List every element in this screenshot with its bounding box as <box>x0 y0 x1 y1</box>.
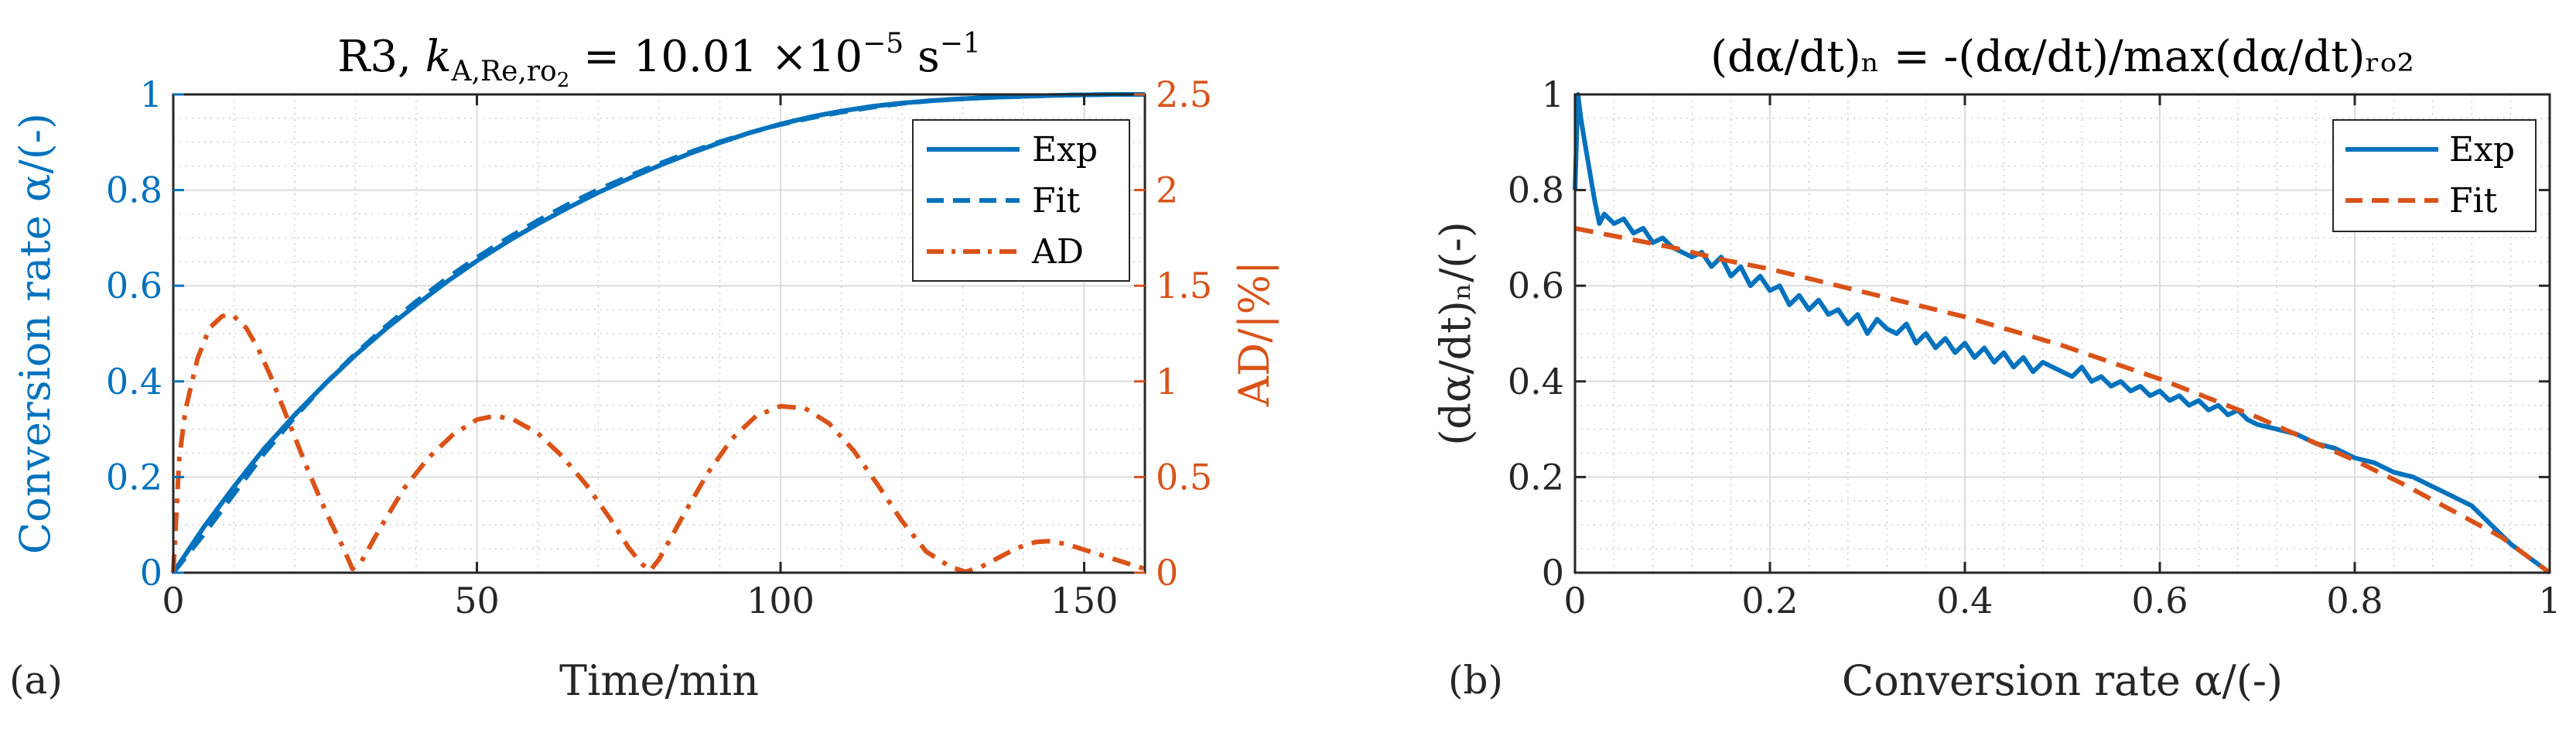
panel-b-title: (dα/dt)ₙ = -(dα/dt)/max(dα/dt)ᵣₒ₂ <box>1710 32 2414 82</box>
panel-a-right-y-tick-label: 1 <box>1156 361 1178 402</box>
panel-a-right-y-tick-label: 2 <box>1156 169 1178 211</box>
panel-b-legend: Exp Fit <box>2332 119 2537 232</box>
legend-label-exp-b: Exp <box>2449 130 2515 169</box>
panel-b-axes-box <box>1573 93 2551 574</box>
panel-a-x-tick-label: 150 <box>1051 580 1119 621</box>
panel-b-x-tick-label: 0.4 <box>1936 580 1993 621</box>
panel-a-right-y-tick-label: 2.5 <box>1156 74 1212 115</box>
panel-b-x-tick-label: 0.6 <box>2131 580 2188 621</box>
panel-b-series-fit <box>1574 226 2551 575</box>
panel-b-y-tick-label: 0 <box>1542 552 1564 594</box>
panel-a: 0 50 100 150 0 0.2 0.4 0.6 0.8 1 0 0.5 1 1.5 2 2.5 R3… <box>9 28 1279 705</box>
panel-a-left-y-tick-label: 0.8 <box>106 169 162 211</box>
panel-b-y-tick-label: 0.8 <box>1508 169 1564 211</box>
panel-b-series <box>1573 92 2551 575</box>
panel-a-left-y-tick-label: 0.4 <box>106 361 162 402</box>
panel-b-x-tick-label: 0.2 <box>1741 580 1798 621</box>
panel-b: 0 0.2 0.4 0.6 0.8 1 0 0.2 0.4 0.6 0.8 1 (dα/dt)ₙ =… <box>1431 32 2561 705</box>
panel-a-left-y-tick-label: 1 <box>140 74 162 115</box>
panel-b-y-axis-label: (dα/dt)ₙ/(-) <box>1431 221 1480 446</box>
panel-a-legend-box <box>912 119 1130 282</box>
panel-a-right-y-ticks: 0 0.5 1 1.5 2 2.5 <box>1134 74 1212 594</box>
panel-a-series <box>171 92 1146 574</box>
panel-a-title: R3, kA,Re,ro2 = 10.01 ×10−5 s−1 <box>337 28 981 92</box>
panel-a-series-fit <box>171 92 1145 574</box>
panel-b-y-tick-label: 0.2 <box>1508 456 1564 498</box>
panel-a-x-tick-label: 50 <box>454 580 500 621</box>
panel-a-left-y-tick-label: 0.6 <box>106 265 162 306</box>
panel-a-left-y-ticks: 0 0.2 0.4 0.6 0.8 1 <box>106 74 184 594</box>
legend-label-exp: Exp <box>1032 130 1098 169</box>
panel-b-x-axis-label: Conversion rate α/(-) <box>1842 656 2283 705</box>
panel-b-x-tick-label: 1 <box>2538 580 2561 621</box>
panel-b-y-ticks: 0 0.2 0.4 0.6 0.8 1 <box>1508 74 2550 594</box>
panel-a-x-tick-label: 0 <box>162 580 184 621</box>
panel-a-right-y-axis-label: AD/|%| <box>1230 261 1279 407</box>
panel-a-right-y-tick-label: 1.5 <box>1156 265 1212 306</box>
panel-b-legend-box <box>2332 119 2537 232</box>
panel-a-axes-box <box>172 93 1146 574</box>
panel-a-series-ad <box>171 312 1146 574</box>
panel-b-x-tick-label: 0 <box>1563 580 1586 621</box>
legend-label-fit: Fit <box>1032 181 1081 221</box>
panel-a-left-y-axis-label: Conversion rate α/(-) <box>11 113 60 554</box>
panel-b-x-ticks: 0 0.2 0.4 0.6 0.8 1 <box>1563 94 2561 621</box>
panel-a-left-y-tick-label: 0 <box>140 552 162 594</box>
panel-b-series-exp <box>1573 92 2551 575</box>
panel-b-y-tick-label: 0.6 <box>1508 265 1564 306</box>
panel-b-y-tick-label: 0.4 <box>1508 361 1564 402</box>
panel-b-label: (b) <box>1448 658 1503 703</box>
legend-label-ad: AD <box>1031 232 1084 272</box>
panel-a-right-y-tick-label: 0.5 <box>1156 456 1212 498</box>
panel-a-left-y-tick-label: 0.2 <box>106 456 162 498</box>
panel-a-x-tick-label: 100 <box>746 580 815 621</box>
panel-b-y-tick-label: 1 <box>1542 74 1564 115</box>
panel-b-x-tick-label: 0.8 <box>2326 580 2383 621</box>
panel-a-right-y-tick-label: 0 <box>1156 552 1178 594</box>
legend-label-fit-b: Fit <box>2449 181 2498 221</box>
panel-a-label: (a) <box>9 658 63 703</box>
panel-a-legend: Exp Fit AD <box>912 119 1130 282</box>
panel-a-x-axis-label: Time/min <box>559 656 759 705</box>
panel-a-x-ticks: 0 50 100 150 <box>162 94 1118 621</box>
